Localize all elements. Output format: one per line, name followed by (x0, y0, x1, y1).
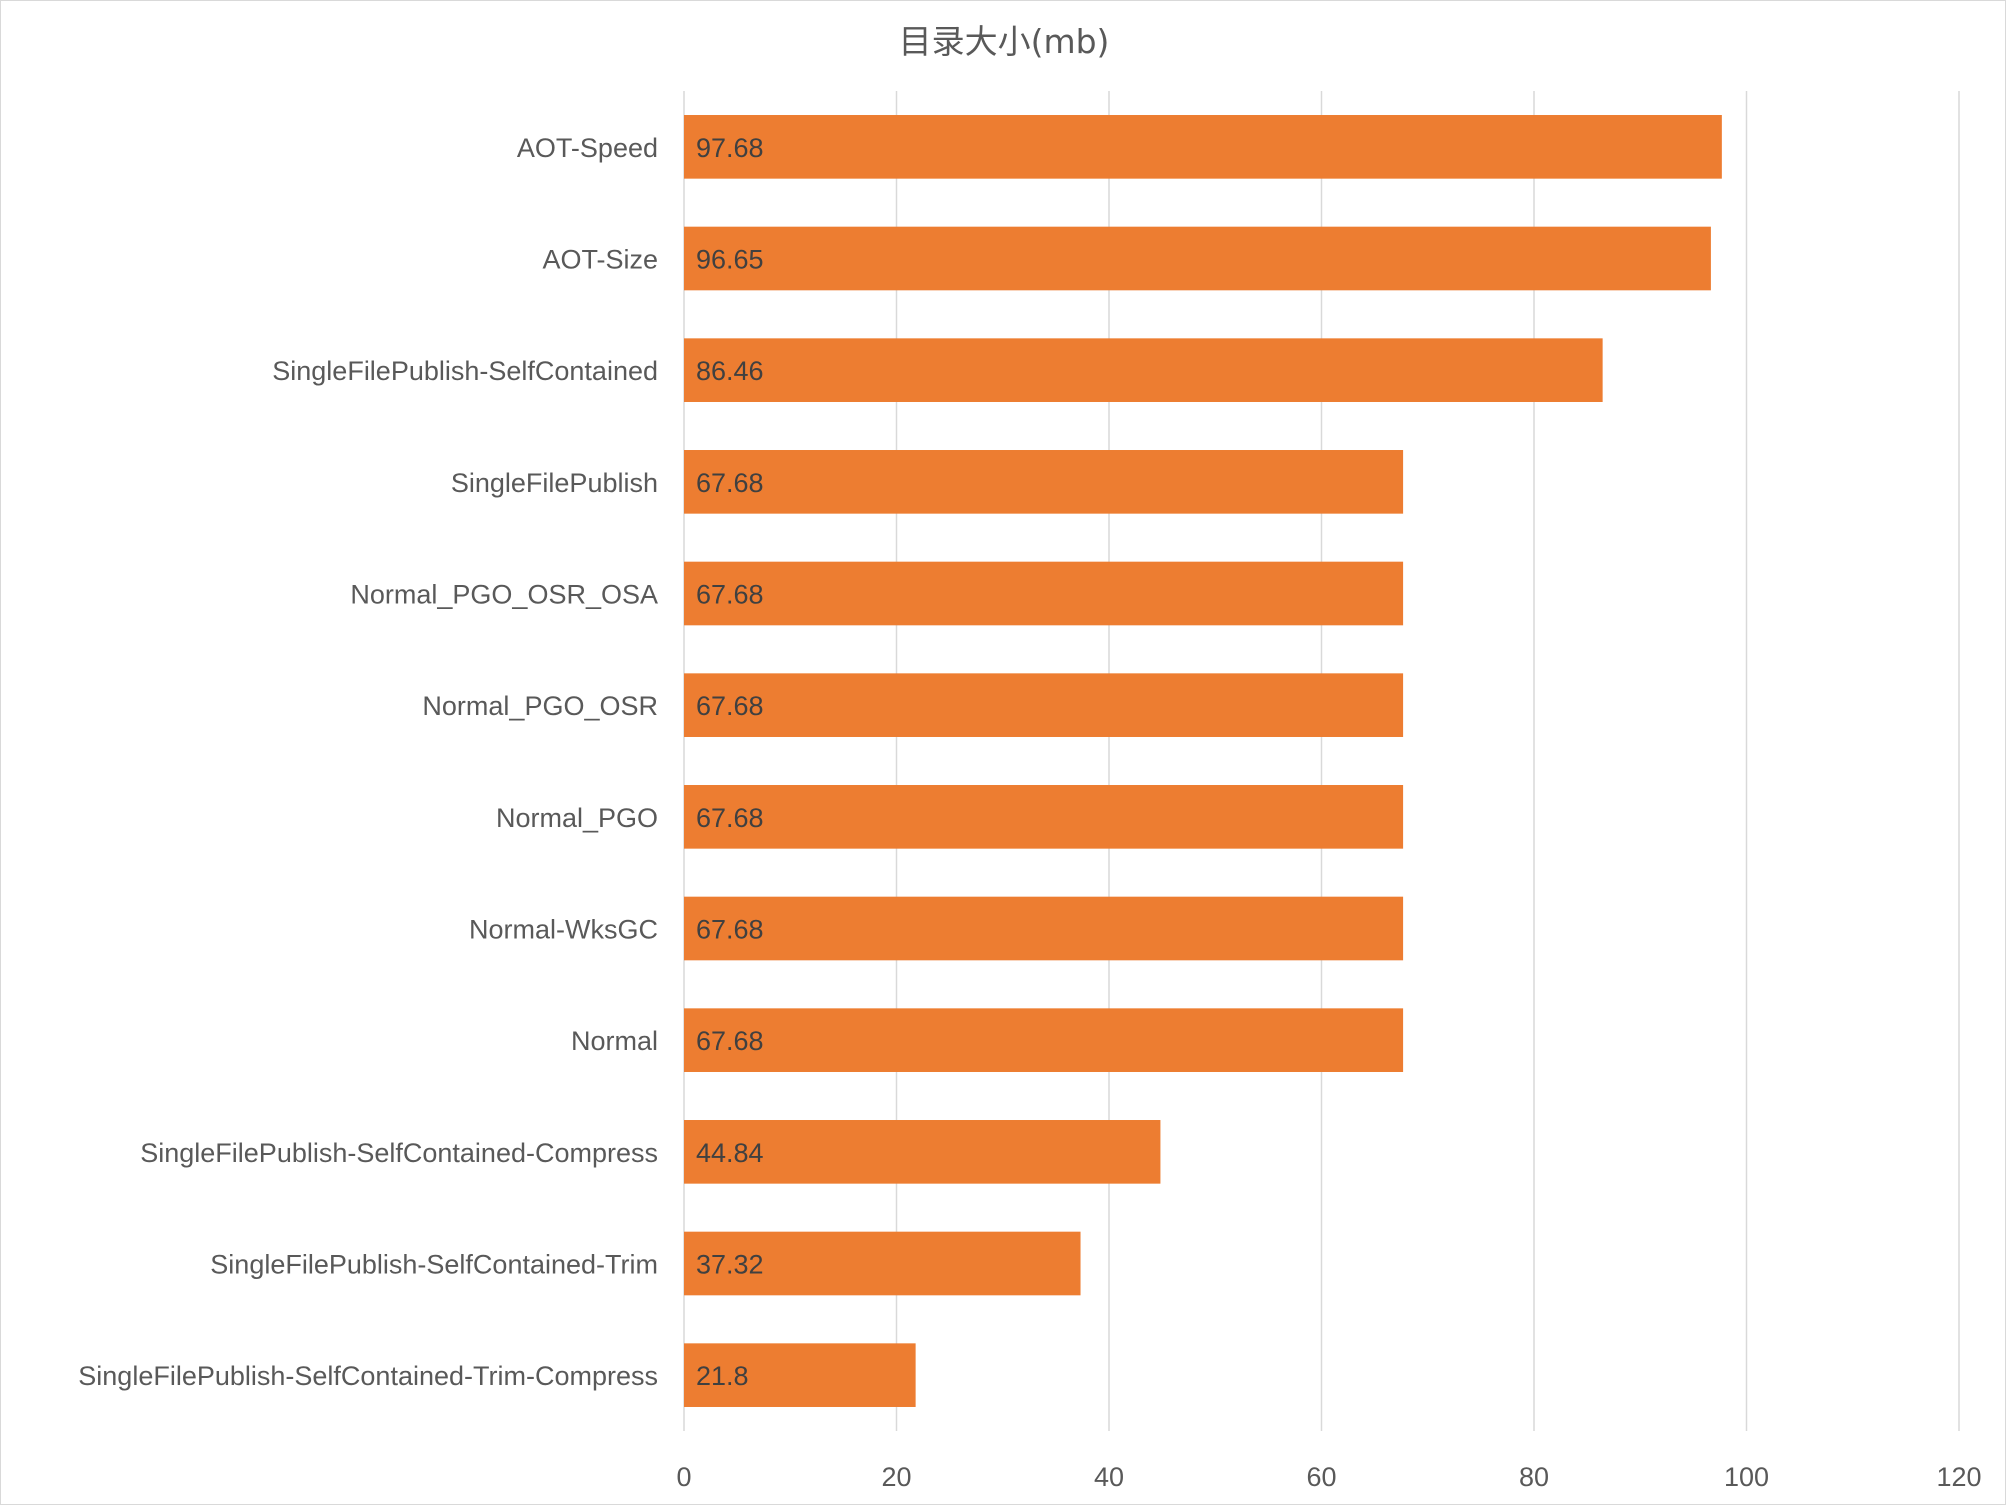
x-tick-label-80: 80 (1519, 1462, 1549, 1492)
category-label-AOT-Speed: AOT-Speed (517, 133, 658, 163)
chart-title: 目录大小(mb) (899, 22, 1110, 61)
x-tick-label-60: 60 (1306, 1462, 1336, 1492)
bar-Normal_PGO_OSR_OSA (684, 561, 1404, 626)
category-label-Normal_PGO_OSR: Normal_PGO_OSR (422, 691, 658, 721)
data-label-Normal_PGO: 67.68 (696, 803, 764, 833)
category-label-SingleFilePublish-SelfContained: SingleFilePublish-SelfContained (272, 356, 658, 386)
data-label-Normal-WksGC: 67.68 (696, 915, 764, 945)
category-label-SingleFilePublish: SingleFilePublish (451, 468, 658, 498)
data-label-SingleFilePublish-SelfContained-Trim: 37.32 (696, 1250, 764, 1280)
x-tick-label-120: 120 (1936, 1462, 1981, 1492)
data-label-AOT-Speed: 97.68 (696, 133, 764, 163)
bar-Normal_PGO_OSR (684, 673, 1404, 737)
data-label-SingleFilePublish-SelfContained: 86.46 (696, 356, 764, 386)
bar-AOT-Speed (684, 115, 1722, 179)
data-label-SingleFilePublish-SelfContained-Compress: 44.84 (696, 1138, 764, 1168)
bar-SingleFilePublish-SelfContained (684, 338, 1603, 402)
data-label-Normal_PGO_OSR: 67.68 (696, 691, 764, 721)
category-label-SingleFilePublish-SelfContained-Trim: SingleFilePublish-SelfContained-Trim (210, 1250, 658, 1280)
data-label-Normal_PGO_OSR_OSA: 67.68 (696, 580, 764, 610)
data-label-SingleFilePublish-SelfContained-Trim-Compress: 21.8 (696, 1361, 749, 1391)
bar-SingleFilePublish-SelfContained-Trim (684, 1231, 1081, 1296)
bar-Normal (684, 1008, 1404, 1072)
x-tick-label-40: 40 (1094, 1462, 1124, 1492)
category-label-Normal-WksGC: Normal-WksGC (469, 915, 658, 945)
category-label-Normal: Normal (571, 1026, 658, 1056)
x-axis-ticks: 0 20 40 60 80 100 120 (676, 1462, 1981, 1492)
category-labels: AOT-Speed AOT-Size SingleFilePublish-SelfC… (78, 133, 658, 1391)
category-label-Normal_PGO_OSR_OSA: Normal_PGO_OSR_OSA (350, 580, 658, 610)
data-label-SingleFilePublish: 67.68 (696, 468, 764, 498)
gridlines (683, 91, 1960, 1431)
bar-SingleFilePublish-SelfContained-Compress (684, 1120, 1161, 1184)
x-tick-label-0: 0 (676, 1462, 691, 1492)
x-tick-label-100: 100 (1724, 1462, 1769, 1492)
bar-AOT-Size (684, 226, 1711, 291)
bars: 97.68 96.65 86.46 67.68 67.68 67.68 67.68 67.68… (684, 115, 1722, 1407)
category-label-AOT-Size: AOT-Size (542, 245, 658, 275)
data-label-Normal: 67.68 (696, 1026, 764, 1056)
x-tick-label-20: 20 (881, 1462, 911, 1492)
bar-Normal-WksGC (684, 896, 1404, 961)
bar-SingleFilePublish-SelfContained-Trim-Compress (684, 1343, 916, 1407)
bar-Normal_PGO (684, 785, 1404, 849)
category-label-SingleFilePublish-SelfContained-Compress: SingleFilePublish-SelfContained-Compress (140, 1138, 658, 1168)
bar-SingleFilePublish (684, 450, 1404, 514)
data-label-AOT-Size: 96.65 (696, 245, 764, 275)
category-label-Normal_PGO: Normal_PGO (496, 803, 658, 833)
category-label-SingleFilePublish-SelfContained-Trim-Compress: SingleFilePublish-SelfContained-Trim-Com… (78, 1361, 658, 1391)
